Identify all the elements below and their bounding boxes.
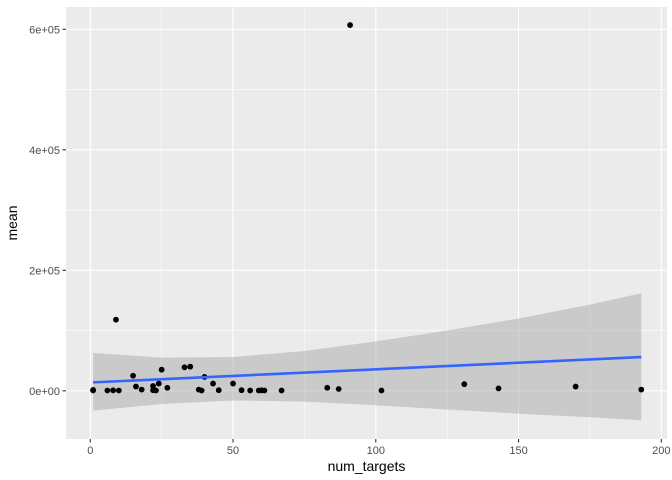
y-tick-label: 6e+05	[29, 24, 60, 36]
data-point	[153, 387, 159, 394]
x-axis-title: num_targets	[328, 458, 406, 474]
data-point	[347, 22, 353, 28]
data-point	[238, 387, 245, 394]
data-point	[198, 387, 205, 394]
y-axis-title: mean	[4, 205, 20, 240]
trend-line	[93, 355, 642, 384]
data-point	[104, 387, 111, 394]
x-tick-label: 100	[367, 445, 385, 457]
x-tick-label: 50	[227, 445, 239, 457]
minor-gridlines	[66, 7, 667, 439]
data-point	[324, 384, 331, 391]
y-tick-label: 0e+00	[29, 386, 60, 398]
data-point	[158, 366, 165, 373]
data-point	[110, 387, 117, 394]
confidence-band	[93, 293, 642, 421]
plot-panel	[66, 7, 667, 439]
data-points	[90, 22, 645, 394]
data-point	[278, 387, 285, 394]
x-tick-label: 150	[509, 445, 527, 457]
data-point	[335, 386, 342, 392]
data-point	[130, 372, 136, 379]
data-point	[150, 383, 156, 389]
data-point	[638, 386, 645, 393]
data-point	[155, 380, 162, 387]
data-point	[113, 316, 119, 323]
data-point	[215, 387, 222, 394]
y-tick-label: 4e+05	[29, 145, 60, 157]
data-point	[187, 363, 194, 370]
data-point	[261, 387, 268, 394]
data-point	[572, 383, 579, 390]
x-axis: 0 50 100 150 200	[87, 439, 670, 457]
data-point	[138, 386, 145, 393]
data-point	[378, 387, 385, 394]
data-point	[90, 386, 97, 393]
y-tick-label: 2e+05	[29, 265, 60, 277]
x-tick-label: 0	[87, 445, 93, 457]
data-point	[181, 364, 188, 371]
data-point	[461, 381, 468, 388]
x-tick-label: 200	[652, 445, 670, 457]
data-point	[230, 380, 236, 387]
data-point	[247, 387, 254, 394]
major-gridlines	[66, 7, 667, 439]
data-point	[164, 384, 171, 391]
data-point	[210, 380, 216, 387]
y-axis: 0e+00 2e+05 4e+05 6e+05	[29, 24, 66, 398]
data-point	[133, 383, 139, 390]
data-point	[115, 387, 122, 394]
data-point	[495, 385, 502, 392]
